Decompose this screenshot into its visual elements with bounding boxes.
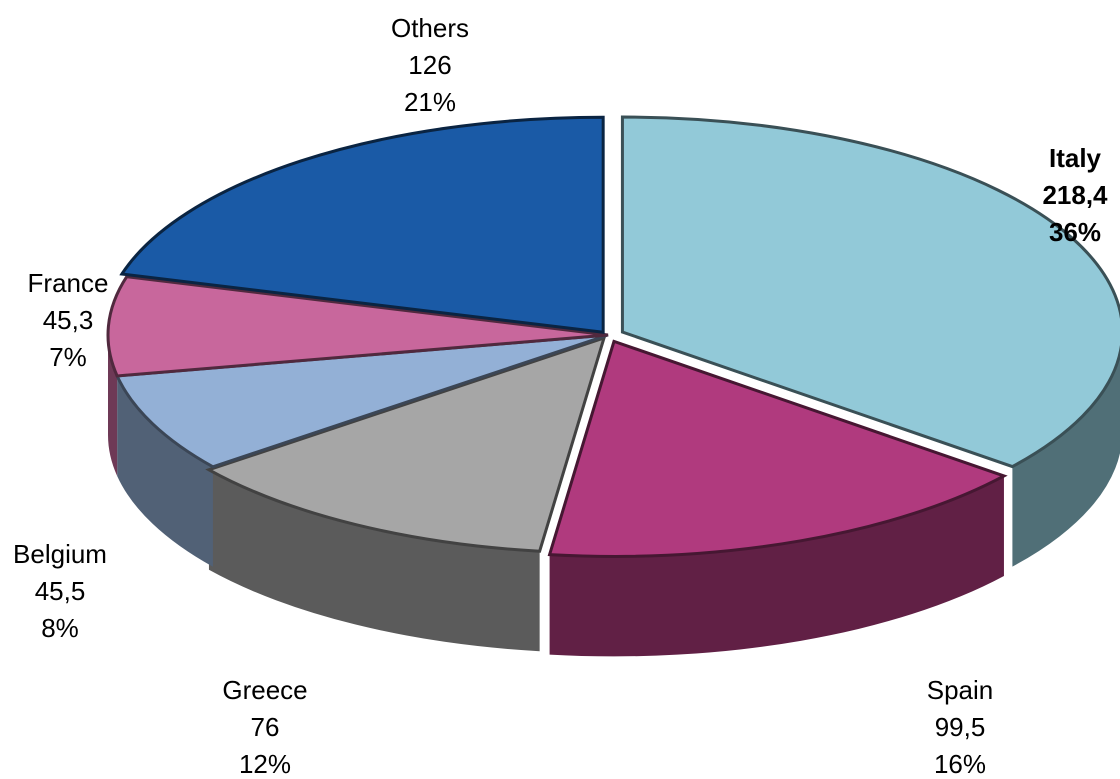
slice-label-percent: 16%: [934, 749, 986, 779]
slice: [205, 335, 607, 553]
slice-label-value: 45,5: [35, 576, 86, 606]
slice-label-percent: 36%: [1049, 217, 1101, 247]
slice: [119, 115, 605, 334]
slice-label-name: Spain: [927, 675, 994, 705]
slice-label-value: 76: [251, 712, 280, 742]
slice-label-name: Belgium: [13, 539, 107, 569]
slice-side: [208, 469, 540, 652]
slice: [620, 115, 1120, 469]
slice-label-name: Others: [391, 13, 469, 43]
slice-side: [108, 335, 118, 476]
slice-label-percent: 8%: [41, 613, 79, 643]
slice: [106, 275, 609, 378]
slice: [547, 339, 1008, 558]
slice-label-value: 126: [408, 50, 451, 80]
slice-label-name: France: [28, 268, 109, 298]
slice-label-percent: 21%: [404, 87, 456, 117]
slice-sides: [108, 335, 1120, 657]
slice-label-percent: 7%: [49, 342, 87, 372]
slice-label-name: Greece: [222, 675, 307, 705]
slice: [114, 333, 609, 469]
slice-label-value: 99,5: [935, 712, 986, 742]
slice-label-name: Italy: [1049, 143, 1102, 173]
slice-label-value: 45,3: [43, 305, 94, 335]
slice-label-value: 218,4: [1042, 180, 1108, 210]
slice-side: [117, 375, 213, 567]
slice-label-percent: 12%: [239, 749, 291, 779]
slice-tops: [106, 115, 1120, 558]
